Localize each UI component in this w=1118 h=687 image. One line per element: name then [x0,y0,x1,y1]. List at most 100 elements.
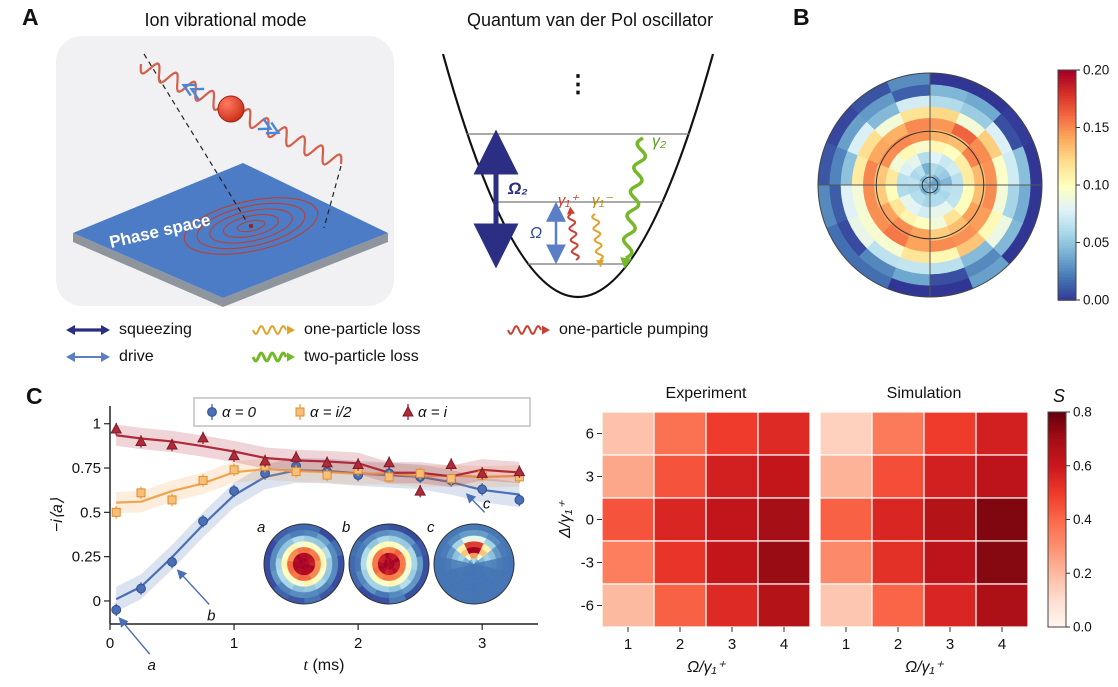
x-tick-label: 2 [676,636,684,653]
heatmap-cell [601,454,655,499]
y-axis-label: Δ/γ₁⁺ [557,500,574,539]
heatmap-cell [975,411,1029,456]
heatmap-cell [871,411,925,456]
heatmap-cell [653,540,707,585]
data-point [476,467,489,478]
heatmap-cell [757,540,811,585]
x-tick-label: 3 [478,635,486,652]
x-axis-label: Ω/γ₁⁺ [687,659,727,676]
heatmap-cell [601,583,655,628]
heatmap-cell [601,411,655,456]
heatmap-cell [653,411,707,456]
x-axis-label: t (ms) [304,657,345,674]
heatmap-cell [923,540,977,585]
y-tick-label: 0.5 [80,504,101,521]
qvdp-energy-diagram: ⋮ Ω₂ Ω γ₁⁺ γ₁⁻ γ₂ [441,53,715,299]
heatmap-cell [923,497,977,542]
heatmap-cell [705,454,759,499]
wavy-arrowhead [566,206,576,215]
legend-series-label: α = 0 [222,404,257,421]
data-point [135,435,147,446]
data-point [383,456,395,468]
y-tick-label: -6 [581,598,594,615]
heatmap-cell [757,497,811,542]
colorbar-tick-label: 0.10 [1083,178,1109,193]
confidence-band [116,457,520,612]
drive-arrow-icon [64,347,112,367]
one-particle-pumping-arrow [567,213,580,261]
heatmap-title: Experiment [666,385,747,402]
heatmap-cell [601,497,655,542]
heatmap-cell [923,454,977,499]
dashed-guide-line [143,53,248,223]
heatmap-cell [757,454,811,499]
panel-a-qvdp-title: Quantum van der Pol oscillator [466,10,714,30]
data-point [414,484,426,496]
heatmap-cell [871,454,925,499]
heatmap-cell [975,540,1029,585]
data-point [207,407,217,417]
omega-label: Ω [530,225,542,242]
annotation-label-b: b [207,608,215,625]
legend-item-drive: drive [64,347,249,367]
phase-space-spiral [183,197,319,255]
data-point [352,458,364,469]
data-point [513,465,526,477]
y-tick-label: 3 [586,469,594,486]
colorbar-tick-label: 0.6 [1073,458,1092,473]
heatmap-cell [871,540,925,585]
arrow-legend: squeezing one-particle loss one-particle… [64,316,804,370]
series-triangle [110,422,526,498]
data-point [477,484,488,495]
one-particle-loss-wave-icon [249,320,297,340]
x-tick-label: 2 [894,636,902,653]
legend-drive-label: drive [119,347,154,365]
x-tick-label: 4 [780,636,788,653]
vibration-chevrons-right-icon [257,117,281,135]
experiment-heatmap: Experiment 1 2 3 4 Ω/γ₁⁺ 6 3 0 -3 -6 Δ/γ₁⁺ [557,385,811,676]
ion-ball [217,95,245,123]
heatmap-cell [757,583,811,628]
heatmap-cell [705,583,759,628]
colorbar-tick-label: 0.2 [1073,566,1092,581]
s-colorbar: 0.8 0.6 0.4 0.2 0.0 S [1047,386,1092,635]
legend-one-particle-loss-label: one-particle loss [304,320,421,338]
heatmap-cell [975,454,1029,499]
data-point [228,449,240,461]
data-point [291,467,301,477]
data-point [322,470,332,480]
legend-item-two-particle-loss: two-particle loss [249,347,504,367]
data-point [111,507,121,517]
data-point [229,465,239,475]
gamma1-plus-label: γ₁⁺ [558,192,579,209]
data-point [295,407,305,417]
colorbar-tick-label: 0.00 [1083,293,1109,308]
level-continuation-dots: ⋮ [566,71,590,98]
colorbar-tick-label: 0.05 [1083,235,1109,250]
heatmap-cell [653,454,707,499]
data-point [198,516,208,527]
heatmap-cell [923,411,977,456]
legend-item-squeezing: squeezing [64,320,249,340]
x-tick-label: 1 [842,636,850,653]
wigner-polar-heatmap [817,72,1043,298]
heatmap-title: Simulation [887,385,962,402]
heatmap-cell [819,583,873,628]
y-tick-label: 0.75 [72,460,101,477]
x-tick-label: 3 [728,636,736,653]
heatmap-cell [923,583,977,628]
inset-polar-a: a [257,519,345,605]
data-point [166,438,178,450]
colorbar-tick-label: 0.20 [1083,63,1109,78]
heatmap-cell [819,497,873,542]
wavy-arrowhead [595,259,605,268]
y-tick-label: 6 [586,426,594,443]
two-particle-loss-wave-icon [249,347,297,367]
annotation-arrow-a [118,617,151,655]
colorbar-tick-label: 0.8 [1073,405,1092,420]
y-tick-label: -3 [581,555,594,572]
theory-line [116,434,520,478]
inset-label-a: a [257,519,265,536]
